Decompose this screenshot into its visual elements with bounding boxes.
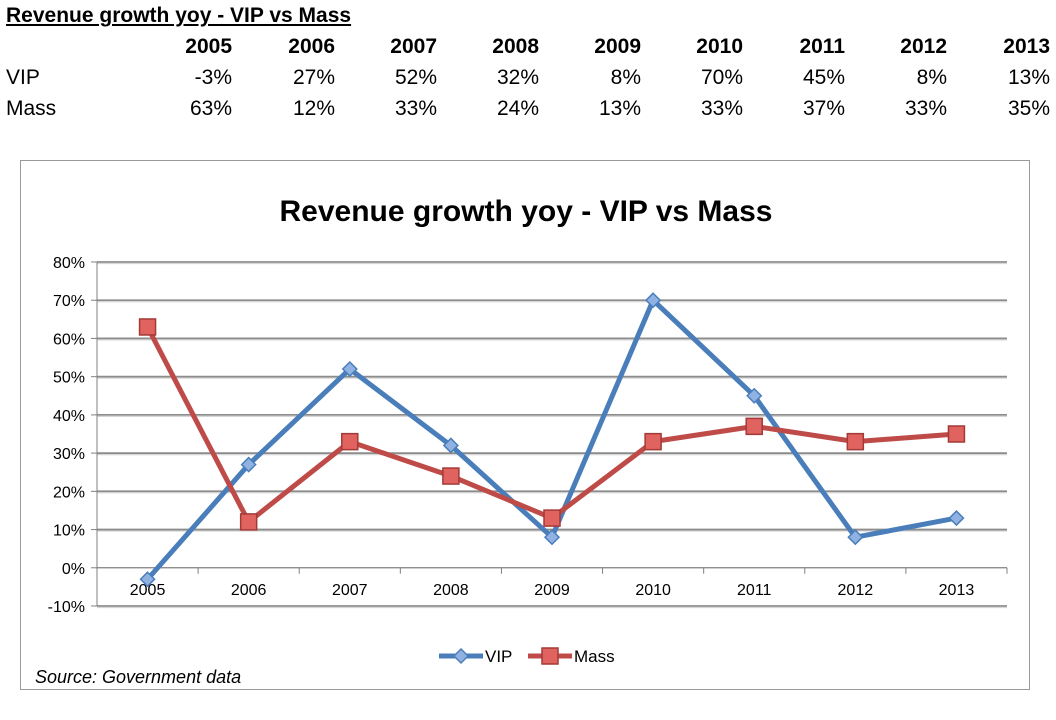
data-point-vip xyxy=(341,360,358,378)
x-tick-label: 2009 xyxy=(534,582,570,599)
data-point-vip xyxy=(645,292,662,309)
table-year-header: 2006 xyxy=(288,35,335,58)
table-cell: 13% xyxy=(598,97,641,120)
table-cell: 33% xyxy=(700,97,743,120)
y-tick-label: 60% xyxy=(53,331,85,348)
x-tick-label: 2013 xyxy=(939,582,975,599)
table-row-label: Mass xyxy=(6,97,57,120)
y-tick-label: 10% xyxy=(53,523,85,540)
table-cell: 35% xyxy=(1007,97,1050,120)
table-cell: 37% xyxy=(802,97,845,120)
y-tick-label: 0% xyxy=(62,561,85,578)
table-cell: 8% xyxy=(610,66,641,89)
data-point-vip xyxy=(543,529,561,546)
data-point-mass xyxy=(947,425,966,443)
table-cell: 45% xyxy=(802,66,845,89)
y-tick-label: 80% xyxy=(53,255,85,272)
table-year-header: 2008 xyxy=(492,35,539,58)
legend-label-vip: VIP xyxy=(485,647,512,666)
legend-marker-mass xyxy=(541,647,559,665)
data-point-mass xyxy=(341,432,359,451)
table-cell: 27% xyxy=(292,66,335,89)
chart-frame: -10% 0% 10% 20% 30% 40% 50% 60% 70% 80% 2005 2006 20… xyxy=(20,160,1030,690)
data-point-mass xyxy=(543,509,561,527)
data-point-mass xyxy=(138,318,157,336)
x-tick-label: 2011 xyxy=(737,582,772,599)
data-point-mass xyxy=(644,432,662,451)
table-year-header: 2013 xyxy=(1003,35,1050,58)
y-tick-label: 40% xyxy=(53,408,85,425)
legend-label-mass: Mass xyxy=(574,647,615,666)
table-cell: 8% xyxy=(916,66,947,89)
table-year-header: 2010 xyxy=(696,35,743,58)
y-tick-label: 30% xyxy=(53,446,85,463)
data-point-vip xyxy=(948,510,965,527)
table-year-header: 2007 xyxy=(390,35,437,58)
x-tick-label: 2008 xyxy=(433,582,469,599)
data-point-vip xyxy=(847,529,864,546)
source-note: Source: Government data xyxy=(35,667,241,687)
table-cell: 33% xyxy=(904,97,947,120)
data-point-vip xyxy=(240,456,257,473)
data-point-mass xyxy=(442,467,460,485)
table-year-header: 2005 xyxy=(185,35,232,58)
data-point-vip xyxy=(139,571,156,588)
data-point-mass xyxy=(239,513,258,531)
x-tick-label: 2005 xyxy=(130,582,166,599)
y-tick-label: 70% xyxy=(53,293,85,310)
y-tick-label: 20% xyxy=(53,484,85,501)
x-tick-label: 2007 xyxy=(332,582,368,599)
table-cell: 32% xyxy=(496,66,539,89)
x-tick-label: 2012 xyxy=(838,582,874,599)
table-year-header: 2011 xyxy=(799,35,845,58)
y-tick-label: 50% xyxy=(53,370,85,387)
table-year-header: 2012 xyxy=(900,35,947,58)
table-cell: 13% xyxy=(1007,66,1050,89)
table-cell: 63% xyxy=(189,97,232,120)
data-point-vip xyxy=(442,437,459,454)
table-cell: 12% xyxy=(292,97,335,120)
table-year-header: 2009 xyxy=(594,35,641,58)
data-point-mass xyxy=(846,432,865,451)
table-cell: 33% xyxy=(394,97,437,120)
table-cell: -3% xyxy=(194,66,232,89)
table-cell: 24% xyxy=(496,97,539,120)
x-tick-label: 2010 xyxy=(635,582,671,599)
legend-marker-vip xyxy=(452,647,470,665)
data-point-mass xyxy=(745,417,763,436)
y-tick-label: -10% xyxy=(48,599,85,616)
table-cell: 70% xyxy=(700,66,743,89)
table-title: Revenue growth yoy - VIP vs Mass xyxy=(6,4,352,27)
chart-title: Revenue growth yoy - VIP vs Mass xyxy=(280,195,773,228)
table-cell: 52% xyxy=(394,66,437,89)
data-point-vip xyxy=(746,387,763,404)
table-row-label: VIP xyxy=(6,66,40,89)
line-chart: -10% 0% 10% 20% 30% 40% 50% 60% 70% 80% 2005 2006 20… xyxy=(35,195,1008,687)
x-tick-label: 2006 xyxy=(231,582,267,599)
